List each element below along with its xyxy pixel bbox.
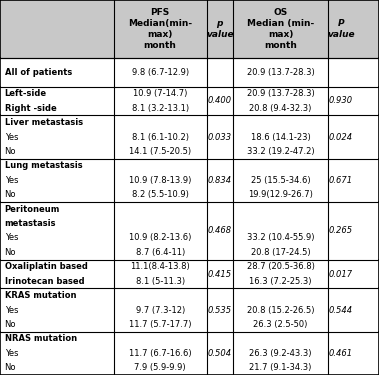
Text: Yes: Yes: [5, 234, 18, 243]
Text: metastasis: metastasis: [5, 219, 56, 228]
Text: 33.2 (19.2-47.2): 33.2 (19.2-47.2): [247, 147, 314, 156]
Text: 0.400: 0.400: [208, 96, 232, 105]
Text: 20.9 (13.7-28.3): 20.9 (13.7-28.3): [247, 89, 314, 98]
Text: 26.3 (2.5-50): 26.3 (2.5-50): [253, 320, 308, 329]
Text: 20.8 (15.2-26.5): 20.8 (15.2-26.5): [247, 306, 314, 315]
Text: 21.7 (9.1-34.3): 21.7 (9.1-34.3): [249, 363, 312, 372]
Text: Yes: Yes: [5, 306, 18, 315]
Text: 14.1 (7.5-20.5): 14.1 (7.5-20.5): [129, 147, 191, 156]
Text: 8.1 (6.1-10.2): 8.1 (6.1-10.2): [132, 132, 189, 141]
Text: 19.9(12.9-26.7): 19.9(12.9-26.7): [248, 190, 313, 199]
Text: 20.8 (17-24.5): 20.8 (17-24.5): [251, 248, 310, 257]
Text: 8.7 (6.4-11): 8.7 (6.4-11): [136, 248, 185, 257]
Text: 0.544: 0.544: [329, 306, 353, 315]
Text: Liver metastasis: Liver metastasis: [5, 118, 83, 127]
Bar: [0, 202, 379, 260]
Text: Oxaliplatin based: Oxaliplatin based: [5, 262, 88, 272]
Text: Right -side: Right -side: [5, 104, 56, 112]
Text: 11.1(8.4-13.8): 11.1(8.4-13.8): [130, 262, 190, 272]
Text: 0.468: 0.468: [208, 226, 232, 235]
Bar: [0, 332, 379, 375]
Text: No: No: [5, 320, 16, 329]
Text: 10.9 (7.8-13.9): 10.9 (7.8-13.9): [129, 176, 191, 185]
Text: KRAS mutation: KRAS mutation: [5, 291, 76, 300]
Text: 7.9 (5.9-9.9): 7.9 (5.9-9.9): [134, 363, 186, 372]
Text: 0.535: 0.535: [208, 306, 232, 315]
Text: 26.3 (9.2-43.3): 26.3 (9.2-43.3): [249, 349, 312, 358]
Text: Peritoneum: Peritoneum: [5, 205, 60, 214]
Text: 18.6 (14.1-23): 18.6 (14.1-23): [251, 132, 310, 141]
Text: No: No: [5, 190, 16, 199]
Text: 0.504: 0.504: [208, 349, 232, 358]
Text: 0.017: 0.017: [329, 270, 353, 279]
Text: Lung metastasis: Lung metastasis: [5, 161, 82, 170]
Text: 16.3 (7.2-25.3): 16.3 (7.2-25.3): [249, 277, 312, 286]
Text: No: No: [5, 248, 16, 257]
Text: 20.8 (9.4-32.3): 20.8 (9.4-32.3): [249, 104, 312, 112]
Bar: [0, 288, 379, 332]
Text: P
value: P value: [327, 19, 355, 39]
Text: 0.834: 0.834: [208, 176, 232, 185]
Text: 0.671: 0.671: [329, 176, 353, 185]
Bar: [0, 0, 379, 58]
Text: Left-side: Left-side: [5, 89, 47, 98]
Bar: [0, 260, 379, 288]
Text: All of patients: All of patients: [5, 68, 72, 76]
Text: 9.7 (7.3-12): 9.7 (7.3-12): [136, 306, 185, 315]
Text: 0.265: 0.265: [329, 226, 353, 235]
Bar: [0, 159, 379, 202]
Text: 8.2 (5.5-10.9): 8.2 (5.5-10.9): [132, 190, 189, 199]
Text: 20.9 (13.7-28.3): 20.9 (13.7-28.3): [247, 68, 314, 76]
Text: 0.930: 0.930: [329, 96, 353, 105]
Text: Yes: Yes: [5, 349, 18, 358]
Bar: [0, 116, 379, 159]
Text: 11.7 (6.7-16.6): 11.7 (6.7-16.6): [129, 349, 191, 358]
Text: 0.415: 0.415: [208, 270, 232, 279]
Text: 8.1 (5-11.3): 8.1 (5-11.3): [136, 277, 185, 286]
Text: 11.7 (5.7-17.7): 11.7 (5.7-17.7): [129, 320, 191, 329]
Text: Yes: Yes: [5, 176, 18, 185]
Text: 28.7 (20.5-36.8): 28.7 (20.5-36.8): [246, 262, 315, 272]
Bar: [0, 58, 379, 87]
Text: 8.1 (3.2-13.1): 8.1 (3.2-13.1): [132, 104, 189, 112]
Text: p
value: p value: [206, 19, 233, 39]
Text: 0.024: 0.024: [329, 132, 353, 141]
Text: 10.9 (7-14.7): 10.9 (7-14.7): [133, 89, 187, 98]
Text: No: No: [5, 147, 16, 156]
Text: PFS
Median(min-
max)
month: PFS Median(min- max) month: [128, 8, 192, 50]
Text: Irinotecan based: Irinotecan based: [5, 277, 84, 286]
Text: No: No: [5, 363, 16, 372]
Text: 9.8 (6.7-12.9): 9.8 (6.7-12.9): [132, 68, 189, 76]
Text: 0.461: 0.461: [329, 349, 353, 358]
Bar: [0, 87, 379, 116]
Text: 33.2 (10.4-55.9): 33.2 (10.4-55.9): [247, 234, 314, 243]
Text: OS
Median (min-
max)
month: OS Median (min- max) month: [247, 8, 314, 50]
Text: NRAS mutation: NRAS mutation: [5, 334, 77, 344]
Text: 0.033: 0.033: [208, 132, 232, 141]
Text: 10.9 (8.2-13.6): 10.9 (8.2-13.6): [129, 234, 191, 243]
Text: 25 (15.5-34.6): 25 (15.5-34.6): [251, 176, 310, 185]
Text: Yes: Yes: [5, 132, 18, 141]
